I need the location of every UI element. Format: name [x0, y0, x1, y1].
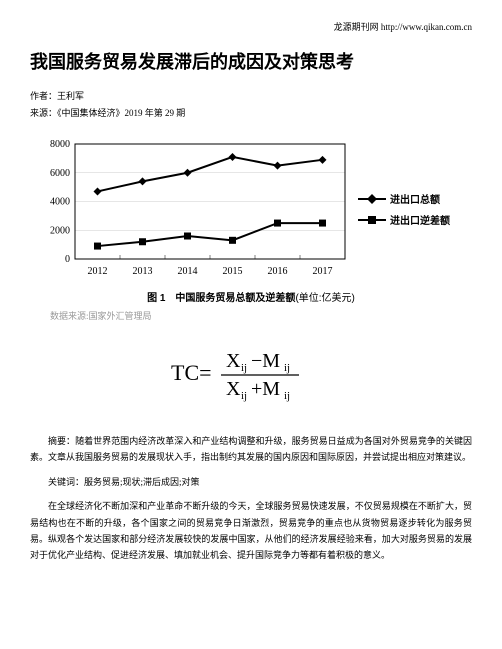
svg-text:2016: 2016 [268, 266, 288, 277]
svg-text:6000: 6000 [50, 168, 70, 179]
caption-unit: (单位:亿美元) [295, 293, 354, 304]
source-name: 《中国集体经济》2019 年第 29 期 [57, 108, 185, 118]
author-line: 作者：王利军 [30, 89, 472, 102]
svg-text:X: X [226, 378, 241, 400]
svg-text:TC=: TC= [171, 360, 212, 385]
chart-legend: 进出口总额 进出口逆差额 [358, 185, 450, 233]
chart-caption: 图 1 中国服务贸易总额及逆差额(单位:亿美元) [30, 289, 472, 304]
svg-text:0: 0 [65, 254, 70, 265]
body-paragraph-1: 在全球经济化不断加深和产业革命不断升级的今天，全球服务贸易快速发展，不仅贸易规模… [30, 498, 472, 563]
header-link: 龙源期刊网 http://www.qikan.com.cn [30, 20, 472, 33]
svg-text:2014: 2014 [178, 266, 198, 277]
svg-text:ij: ij [241, 362, 247, 374]
author-name: 王利军 [57, 91, 84, 101]
abstract: 摘要：随着世界范围内经济改革深入和产业结构调整和升级，服务贸易日益成为各国对外贸… [30, 433, 472, 465]
caption-text: 图 1 中国服务贸易总额及逆差额 [147, 293, 295, 304]
legend-item-deficit: 进出口逆差额 [358, 212, 450, 227]
svg-text:2000: 2000 [50, 225, 70, 236]
legend-item-total: 进出口总额 [358, 191, 450, 206]
svg-text:2013: 2013 [133, 266, 153, 277]
svg-text:ij: ij [284, 390, 290, 402]
legend-marker-square [358, 214, 386, 226]
data-source: 数据来源:国家外汇管理局 [50, 309, 472, 322]
svg-text:ij: ij [241, 390, 247, 402]
svg-text:2015: 2015 [223, 266, 243, 277]
svg-text:2017: 2017 [313, 266, 333, 277]
svg-text:−M: −M [251, 350, 280, 372]
chart-figure: 0 2000 4000 6000 8000 2012 2013 2014 2015 2016 201… [30, 134, 472, 284]
legend-label-total: 进出口总额 [390, 191, 440, 206]
svg-text:+M: +M [251, 378, 280, 400]
svg-text:ij: ij [284, 362, 290, 374]
legend-label-deficit: 进出口逆差额 [390, 212, 450, 227]
source-line: 来源：《中国集体经济》2019 年第 29 期 [30, 106, 472, 119]
page-title: 我国服务贸易发展滞后的成因及对策思考 [30, 48, 472, 74]
svg-text:4000: 4000 [50, 197, 70, 208]
svg-text:2012: 2012 [88, 266, 108, 277]
source-label: 来源： [30, 108, 57, 118]
svg-text:8000: 8000 [50, 139, 70, 150]
line-chart: 0 2000 4000 6000 8000 2012 2013 2014 2015 2016 201… [30, 134, 350, 284]
keywords: 关键词：服务贸易;现状;滞后成因;对策 [30, 475, 472, 488]
formula: TC= X ij −M ij X ij +M ij [30, 347, 472, 408]
svg-text:X: X [226, 350, 241, 372]
author-label: 作者： [30, 91, 57, 101]
legend-marker-diamond [358, 193, 386, 205]
